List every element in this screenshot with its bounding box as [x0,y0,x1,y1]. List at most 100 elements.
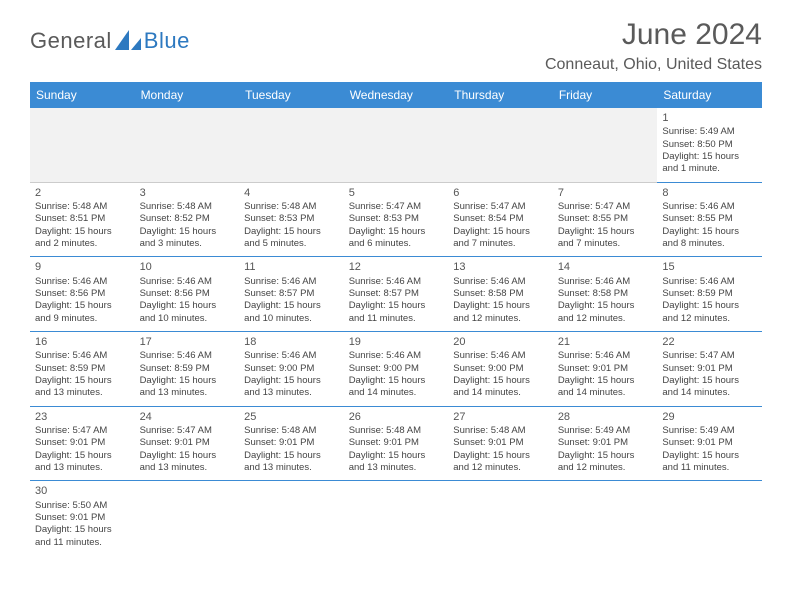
sunrise-text: Sunrise: 5:48 AM [453,425,548,437]
calendar-day: 29Sunrise: 5:49 AMSunset: 9:01 PMDayligh… [657,406,762,481]
calendar-week: 9Sunrise: 5:46 AMSunset: 8:56 PMDaylight… [30,257,762,332]
sunset-text: Sunset: 9:01 PM [349,437,444,449]
day-number: 22 [662,335,757,349]
daylight-text: Daylight: 15 hours and 9 minutes. [35,300,130,325]
calendar-day: 13Sunrise: 5:46 AMSunset: 8:58 PMDayligh… [448,257,553,332]
sunrise-text: Sunrise: 5:46 AM [349,276,444,288]
calendar-blank [239,108,344,182]
calendar-blank [30,108,135,182]
daylight-text: Daylight: 15 hours and 7 minutes. [453,226,548,251]
calendar-day: 23Sunrise: 5:47 AMSunset: 9:01 PMDayligh… [30,406,135,481]
calendar-blank [135,108,240,182]
calendar-day: 18Sunrise: 5:46 AMSunset: 9:00 PMDayligh… [239,332,344,407]
calendar-week: 1Sunrise: 5:49 AMSunset: 8:50 PMDaylight… [30,108,762,182]
sunrise-text: Sunrise: 5:46 AM [244,350,339,362]
sunset-text: Sunset: 8:57 PM [349,288,444,300]
daylight-text: Daylight: 15 hours and 12 minutes. [453,300,548,325]
daylight-text: Daylight: 15 hours and 11 minutes. [662,450,757,475]
daylight-text: Daylight: 15 hours and 1 minute. [662,151,757,176]
day-number: 4 [244,186,339,200]
day-number: 25 [244,410,339,424]
daylight-text: Daylight: 15 hours and 12 minutes. [662,300,757,325]
month-title: June 2024 [545,18,762,52]
sunrise-text: Sunrise: 5:49 AM [558,425,653,437]
day-header: Tuesday [239,82,344,108]
day-header: Saturday [657,82,762,108]
sunrise-text: Sunrise: 5:46 AM [244,276,339,288]
calendar-body: 1Sunrise: 5:49 AMSunset: 8:50 PMDaylight… [30,108,762,555]
sunrise-text: Sunrise: 5:46 AM [662,201,757,213]
sunrise-text: Sunrise: 5:49 AM [662,425,757,437]
calendar-blank [135,481,240,555]
calendar-day: 20Sunrise: 5:46 AMSunset: 9:00 PMDayligh… [448,332,553,407]
sunset-text: Sunset: 9:01 PM [140,437,235,449]
sunrise-text: Sunrise: 5:47 AM [453,201,548,213]
day-number: 9 [35,260,130,274]
sunrise-text: Sunrise: 5:46 AM [35,350,130,362]
sunrise-text: Sunrise: 5:46 AM [349,350,444,362]
location: Conneaut, Ohio, United States [545,56,762,74]
daylight-text: Daylight: 15 hours and 14 minutes. [558,375,653,400]
calendar-day: 9Sunrise: 5:46 AMSunset: 8:56 PMDaylight… [30,257,135,332]
day-number: 26 [349,410,444,424]
calendar-day: 12 Sunrise: 5:46 AMSunset: 8:57 PMDayligh… [344,257,449,332]
calendar-blank [344,108,449,182]
sunset-text: Sunset: 9:00 PM [244,363,339,375]
daylight-text: Daylight: 15 hours and 13 minutes. [244,375,339,400]
sunset-text: Sunset: 8:53 PM [349,213,444,225]
calendar-blank [448,108,553,182]
calendar-day: 2Sunrise: 5:48 AMSunset: 8:51 PMDaylight… [30,182,135,257]
calendar-week: 2Sunrise: 5:48 AMSunset: 8:51 PMDaylight… [30,182,762,257]
day-number: 24 [140,410,235,424]
daylight-text: Daylight: 15 hours and 12 minutes. [558,300,653,325]
daylight-text: Daylight: 15 hours and 3 minutes. [140,226,235,251]
sunrise-text: Sunrise: 5:48 AM [349,425,444,437]
sunset-text: Sunset: 8:58 PM [558,288,653,300]
calendar-day: 26Sunrise: 5:48 AMSunset: 9:01 PMDayligh… [344,406,449,481]
day-number: 15 [662,260,757,274]
sunrise-text: Sunrise: 5:46 AM [558,276,653,288]
sunset-text: Sunset: 9:01 PM [453,437,548,449]
sunset-text: Sunset: 9:01 PM [558,437,653,449]
daylight-text: Daylight: 15 hours and 13 minutes. [244,450,339,475]
sunset-text: Sunset: 9:01 PM [35,512,130,524]
sunset-text: Sunset: 9:00 PM [453,363,548,375]
daylight-text: Daylight: 15 hours and 8 minutes. [662,226,757,251]
daylight-text: Daylight: 15 hours and 11 minutes. [349,300,444,325]
sunrise-text: Sunrise: 5:46 AM [453,276,548,288]
daylight-text: Daylight: 15 hours and 14 minutes. [349,375,444,400]
daylight-text: Daylight: 15 hours and 5 minutes. [244,226,339,251]
day-number: 19 [349,335,444,349]
day-header: Sunday [30,82,135,108]
day-header: Thursday [448,82,553,108]
sunset-text: Sunset: 8:59 PM [662,288,757,300]
calendar-day: 21Sunrise: 5:46 AMSunset: 9:01 PMDayligh… [553,332,658,407]
calendar-day: 24Sunrise: 5:47 AMSunset: 9:01 PMDayligh… [135,406,240,481]
sunset-text: Sunset: 8:56 PM [140,288,235,300]
calendar-day: 10Sunrise: 5:46 AMSunset: 8:56 PMDayligh… [135,257,240,332]
day-number: 12 [349,260,444,274]
day-number: 17 [140,335,235,349]
daylight-text: Daylight: 15 hours and 13 minutes. [140,375,235,400]
sunrise-text: Sunrise: 5:47 AM [662,350,757,362]
day-number: 16 [35,335,130,349]
sunrise-text: Sunrise: 5:47 AM [140,425,235,437]
day-number: 10 [140,260,235,274]
sunrise-text: Sunrise: 5:46 AM [140,276,235,288]
calendar-day: 19Sunrise: 5:46 AMSunset: 9:00 PMDayligh… [344,332,449,407]
calendar-blank [553,481,658,555]
sunset-text: Sunset: 9:01 PM [558,363,653,375]
day-header: Wednesday [344,82,449,108]
day-header: Friday [553,82,658,108]
daylight-text: Daylight: 15 hours and 6 minutes. [349,226,444,251]
sunrise-text: Sunrise: 5:49 AM [662,126,757,138]
sunset-text: Sunset: 8:57 PM [244,288,339,300]
sunrise-text: Sunrise: 5:48 AM [244,201,339,213]
sunset-text: Sunset: 8:58 PM [453,288,548,300]
calendar-day: 6Sunrise: 5:47 AMSunset: 8:54 PMDaylight… [448,182,553,257]
calendar-day: 1Sunrise: 5:49 AMSunset: 8:50 PMDaylight… [657,108,762,182]
sunrise-text: Sunrise: 5:48 AM [140,201,235,213]
day-number: 8 [662,186,757,200]
sunrise-text: Sunrise: 5:47 AM [35,425,130,437]
sunset-text: Sunset: 9:00 PM [349,363,444,375]
